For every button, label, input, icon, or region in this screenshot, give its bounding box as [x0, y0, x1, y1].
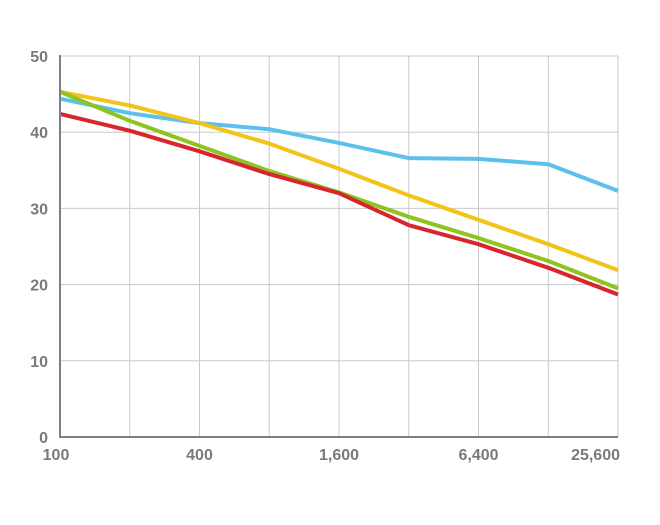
x-tick-label: 400	[186, 447, 213, 464]
x-tick-label: 100	[43, 447, 70, 464]
y-tick-labels: 0 10 20 30 40 50	[30, 49, 48, 447]
y-tick-label: 20	[30, 278, 48, 295]
y-tick-label: 50	[30, 49, 48, 66]
x-tick-label: 25,600	[571, 447, 620, 464]
series-line-4	[59, 111, 619, 297]
series-line-1	[59, 96, 619, 193]
axes	[59, 55, 618, 438]
y-tick-label: 40	[30, 125, 48, 142]
series-lines	[59, 89, 619, 297]
x-tick-labels: 100 400 1,600 6,400 25,600	[43, 447, 620, 464]
series-line-2	[59, 89, 619, 272]
gridlines	[59, 55, 619, 437]
y-tick-label: 0	[39, 430, 48, 447]
x-tick-label: 6,400	[458, 447, 498, 464]
y-tick-label: 10	[30, 354, 48, 371]
y-tick-label: 30	[30, 201, 48, 218]
x-tick-label: 1,600	[319, 447, 359, 464]
